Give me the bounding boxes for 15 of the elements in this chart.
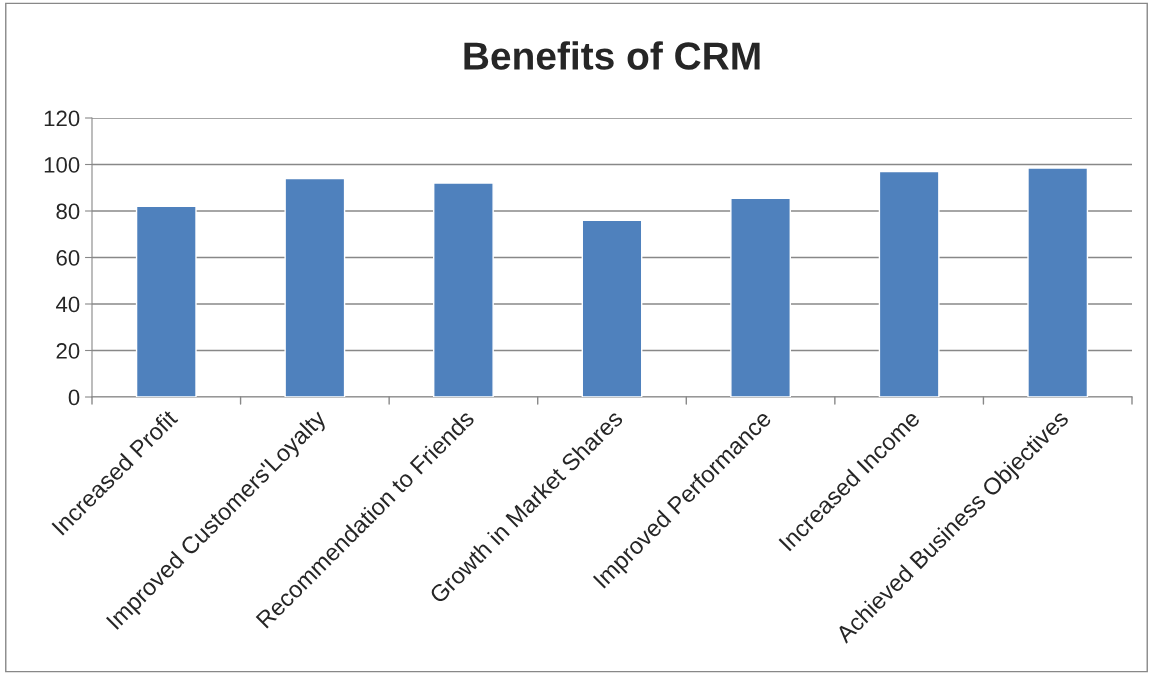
y-tick-label: 0 bbox=[68, 389, 80, 406]
bar bbox=[135, 205, 197, 397]
y-tick-label: 20 bbox=[56, 343, 80, 359]
y-tick-label: 60 bbox=[56, 250, 80, 266]
chart-title: Benefits of CRM bbox=[464, 41, 760, 70]
y-tick-label: 80 bbox=[56, 203, 80, 220]
bar bbox=[1027, 167, 1089, 397]
y-tick-label: 100 bbox=[44, 157, 80, 173]
y-tick-label: 40 bbox=[55, 296, 80, 313]
bar bbox=[284, 177, 346, 397]
bar bbox=[730, 197, 791, 397]
bar bbox=[878, 170, 940, 397]
bar bbox=[433, 182, 494, 397]
y-tick-label: 120 bbox=[44, 110, 80, 127]
bar bbox=[581, 219, 643, 397]
